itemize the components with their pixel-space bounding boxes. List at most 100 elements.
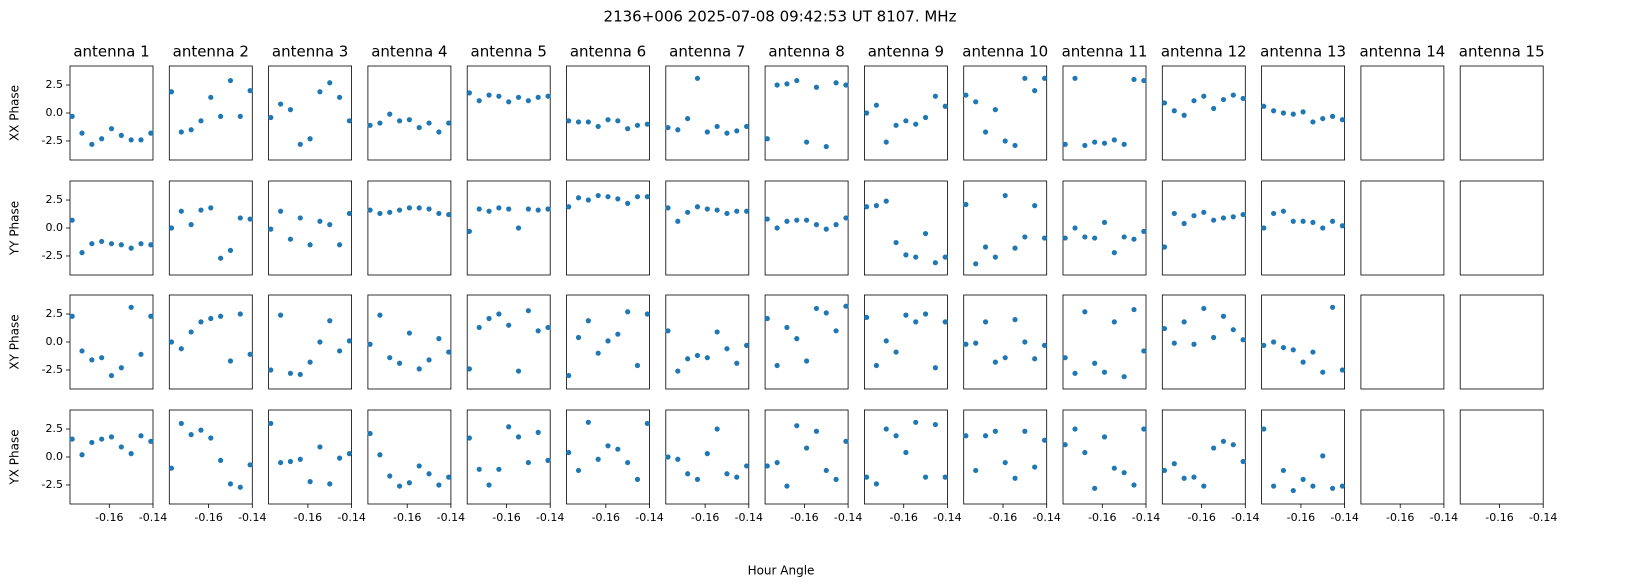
- point: [1280, 110, 1287, 116]
- point: [515, 94, 522, 100]
- point: [1141, 348, 1147, 354]
- point: [515, 434, 522, 440]
- point: [575, 467, 582, 474]
- point: [774, 362, 780, 369]
- point: [218, 457, 224, 463]
- x-tick-label: -0.14: [1132, 511, 1160, 524]
- panel-frame: [1459, 409, 1544, 505]
- point: [535, 207, 541, 213]
- point: [1062, 141, 1068, 147]
- point: [79, 348, 85, 354]
- panel-frame: [566, 409, 650, 505]
- point: [178, 420, 184, 427]
- point: [396, 207, 403, 213]
- point: [1261, 103, 1267, 109]
- point: [615, 331, 621, 337]
- panel-title: antenna 11: [1062, 43, 1148, 61]
- point: [1141, 426, 1147, 432]
- point: [317, 339, 323, 345]
- point: [1201, 483, 1207, 489]
- point: [1181, 319, 1187, 325]
- panel-frame: [1360, 180, 1445, 276]
- point: [535, 94, 541, 100]
- x-tick-label: -0.14: [933, 511, 961, 524]
- point: [367, 122, 373, 128]
- point: [1339, 367, 1346, 373]
- point: [833, 222, 839, 228]
- point: [1271, 483, 1277, 489]
- x-tick-label: -0.16: [194, 511, 222, 524]
- point: [1211, 445, 1217, 451]
- point: [963, 92, 969, 98]
- x-tick-label: -0.14: [735, 511, 763, 524]
- point: [247, 462, 253, 468]
- panel-frame: [168, 409, 253, 505]
- point: [1082, 449, 1088, 456]
- point: [268, 420, 274, 427]
- point: [89, 241, 95, 247]
- point: [665, 454, 671, 460]
- x-tick-label: -0.16: [592, 511, 620, 524]
- point: [1041, 342, 1048, 348]
- point: [804, 217, 810, 223]
- panel-frame: [864, 294, 948, 390]
- point: [913, 254, 919, 260]
- point: [1230, 327, 1236, 333]
- point: [247, 351, 253, 357]
- panel-frame: [367, 294, 452, 390]
- panel-frame: [1360, 409, 1445, 505]
- panel-frame: [963, 65, 1048, 161]
- point: [466, 228, 472, 234]
- point: [237, 311, 243, 317]
- point: [724, 346, 730, 352]
- point: [1261, 342, 1267, 348]
- point: [764, 216, 770, 222]
- panel-frame: [1459, 294, 1544, 390]
- panel-frame: [1360, 65, 1445, 161]
- panel-frame: [367, 180, 452, 276]
- point: [942, 254, 948, 260]
- point: [346, 338, 353, 344]
- point: [734, 360, 740, 366]
- panel-title: antenna 1: [73, 43, 149, 61]
- point: [1310, 483, 1316, 489]
- point: [406, 205, 412, 211]
- point: [1171, 340, 1177, 346]
- point: [188, 127, 194, 133]
- point: [387, 209, 393, 215]
- point: [1101, 219, 1108, 226]
- point: [794, 423, 800, 429]
- panel-frame: [466, 180, 551, 276]
- point: [436, 336, 442, 342]
- point: [1041, 235, 1048, 241]
- point: [79, 250, 85, 256]
- point: [138, 433, 144, 439]
- point: [1082, 234, 1088, 240]
- point: [1329, 304, 1336, 310]
- point: [69, 217, 75, 223]
- point: [148, 242, 154, 248]
- point: [168, 225, 175, 231]
- panel-frame: [764, 180, 849, 276]
- point: [268, 114, 274, 121]
- point: [237, 484, 243, 490]
- point: [992, 254, 998, 260]
- panel-title: antenna 4: [371, 43, 447, 61]
- point: [1261, 426, 1267, 432]
- point: [694, 476, 701, 482]
- point: [336, 94, 343, 100]
- point: [982, 244, 989, 250]
- point: [1201, 93, 1207, 99]
- y-tick-label: -2.5: [42, 134, 63, 147]
- point: [833, 328, 839, 334]
- point: [367, 430, 373, 437]
- point: [804, 139, 810, 145]
- point: [168, 465, 175, 471]
- point: [1191, 341, 1197, 347]
- point: [704, 355, 710, 361]
- point: [694, 204, 701, 210]
- point: [982, 433, 989, 439]
- point: [1111, 465, 1117, 471]
- point: [218, 113, 224, 119]
- point: [1111, 319, 1117, 325]
